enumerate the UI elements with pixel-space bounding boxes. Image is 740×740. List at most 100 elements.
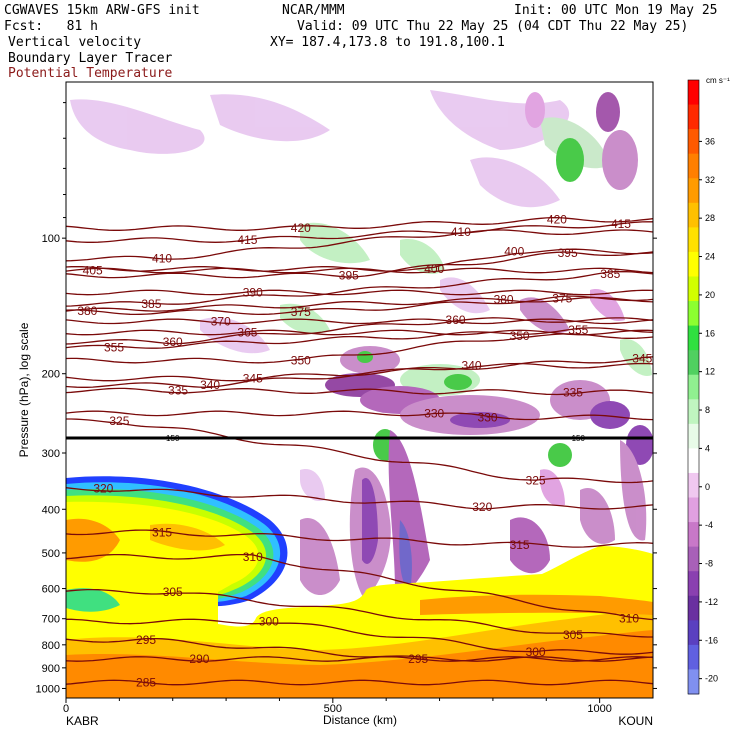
isentrope-405	[66, 267, 653, 274]
isentrope-label: 295	[408, 652, 428, 666]
colorbar-swatch	[688, 350, 699, 376]
y-tick-label: 200	[42, 369, 60, 381]
isentrope-420	[66, 216, 653, 231]
isentrope-295	[66, 637, 653, 662]
y-axis: 100 200 300 400 500 600 700 800 900 1000	[36, 102, 657, 695]
isentrope-label: 360	[446, 313, 466, 327]
isentrope-label: 340	[200, 378, 220, 392]
isentrope-365	[66, 329, 653, 336]
isentrope-label: 395	[558, 246, 578, 260]
colorbar-unit: cm s⁻¹	[706, 76, 730, 85]
model-title: CGWAVES 15km ARW-GFS init	[4, 3, 200, 18]
isentrope-290	[66, 656, 653, 662]
colorbar-swatch	[688, 251, 699, 277]
colorbar-label: 24	[705, 252, 715, 262]
isentrope-label: 320	[472, 500, 492, 514]
isentrope-375	[66, 295, 653, 316]
colorbar-swatch	[688, 80, 699, 106]
isentrope-360	[66, 317, 653, 345]
isentrope-label: 340	[462, 359, 482, 373]
x-axis-label: Distance (km)	[323, 713, 397, 727]
colorbar-swatch	[688, 669, 699, 695]
colorbar-swatch	[688, 325, 699, 351]
isentrope-label: 310	[619, 612, 639, 626]
x-axis: 0 500 1000	[63, 698, 612, 715]
colorbar-label: 20	[705, 290, 715, 300]
isentrope-335	[66, 387, 653, 396]
colorbar-swatch	[688, 301, 699, 327]
isentrope-330	[66, 410, 653, 421]
valid-time: Valid: 09 UTC Thu 22 May 25 (04 CDT Thu …	[297, 19, 689, 34]
isentrope-380	[66, 296, 653, 312]
colorbar-label: -8	[705, 559, 713, 569]
isentrope-label: 390	[243, 285, 263, 299]
colorbar-swatch	[688, 620, 699, 646]
y-tick-label: 600	[42, 584, 60, 596]
isentrope-label: 290	[189, 652, 209, 666]
cross-section-endpoints: XY= 187.4,173.8 to 191.8,100.1	[270, 35, 505, 50]
colorbar-label: 12	[705, 367, 715, 377]
colorbar-label: -16	[705, 635, 718, 645]
isentrope-345	[66, 356, 653, 382]
tropopause-label: 150	[166, 434, 180, 443]
colorbar-label: 0	[705, 482, 710, 492]
isentrope-label: 285	[136, 676, 156, 690]
right-station-label: KOUN	[618, 714, 653, 728]
x-tick-label: 500	[324, 703, 342, 715]
isentrope-390	[66, 289, 653, 296]
colorbar-label: 28	[705, 213, 715, 223]
colorbar-swatch	[688, 522, 699, 548]
y-tick-label: 400	[42, 504, 60, 516]
isentrope-label: 415	[611, 217, 631, 231]
colorbar-label: -20	[705, 674, 718, 684]
isentrope-label: 305	[563, 628, 583, 642]
colorbar-label: 8	[705, 405, 710, 415]
isentrope-label: 330	[424, 406, 444, 420]
colorbar-swatch	[688, 202, 699, 228]
plot-frame	[65, 81, 654, 699]
isentrope-300	[66, 618, 653, 655]
y-tick-label: 300	[42, 448, 60, 460]
colorbar-swatch	[688, 153, 699, 179]
isentrope-label: 365	[237, 326, 257, 340]
colorbar: 36 32 28 24 20 16 12 8 4 0 -4 -8 -12 -16 -20	[687, 79, 718, 695]
isentrope-label: 360	[163, 335, 183, 349]
isentrope-label: 325	[109, 414, 129, 428]
isentrope-label: 415	[237, 233, 257, 247]
colorbar-swatch	[688, 227, 699, 253]
isentrope-label: 300	[526, 645, 546, 659]
colorbar-label: 4	[705, 443, 710, 453]
isentrope-label: 375	[291, 305, 311, 319]
colorbar-swatch	[688, 374, 699, 400]
isentrope-385	[66, 270, 653, 307]
isentrope-310	[66, 553, 653, 621]
colorbar-swatch	[688, 399, 699, 425]
forecast-hour: Fcst: 81 h	[4, 19, 98, 34]
isentrope-340	[66, 362, 653, 388]
y-tick-label: 1000	[36, 683, 60, 695]
colorbar-swatch	[688, 595, 699, 621]
isentrope-label: 335	[168, 384, 188, 398]
isentrope-label: 375	[552, 291, 572, 305]
field-potential-temperature: Potential Temperature	[8, 66, 173, 81]
colorbar-frame	[687, 79, 700, 695]
colorbar-label: 16	[705, 328, 715, 338]
colorbar-label: -4	[705, 520, 713, 530]
isentrope-label: 355	[104, 341, 124, 355]
isentrope-label: 410	[451, 225, 471, 239]
y-axis-label: Pressure (hPa), log scale	[17, 322, 31, 457]
isentrope-label: 385	[600, 267, 620, 281]
y-tick-label: 900	[42, 663, 60, 675]
colorbar-swatch	[688, 276, 699, 302]
isentrope-label: 350	[291, 354, 311, 368]
isentrope-355	[66, 327, 653, 349]
isentrope-label: 350	[510, 329, 530, 343]
isentrope-370	[66, 318, 653, 325]
isentrope-label: 405	[83, 264, 103, 278]
tropopause-label-right: 150	[572, 434, 586, 443]
field-boundary-layer-tracer: Boundary Layer Tracer	[8, 51, 173, 66]
field-vertical-velocity: Vertical velocity	[8, 35, 142, 50]
isentrope-325	[66, 418, 653, 484]
isentrope-305	[66, 588, 653, 638]
